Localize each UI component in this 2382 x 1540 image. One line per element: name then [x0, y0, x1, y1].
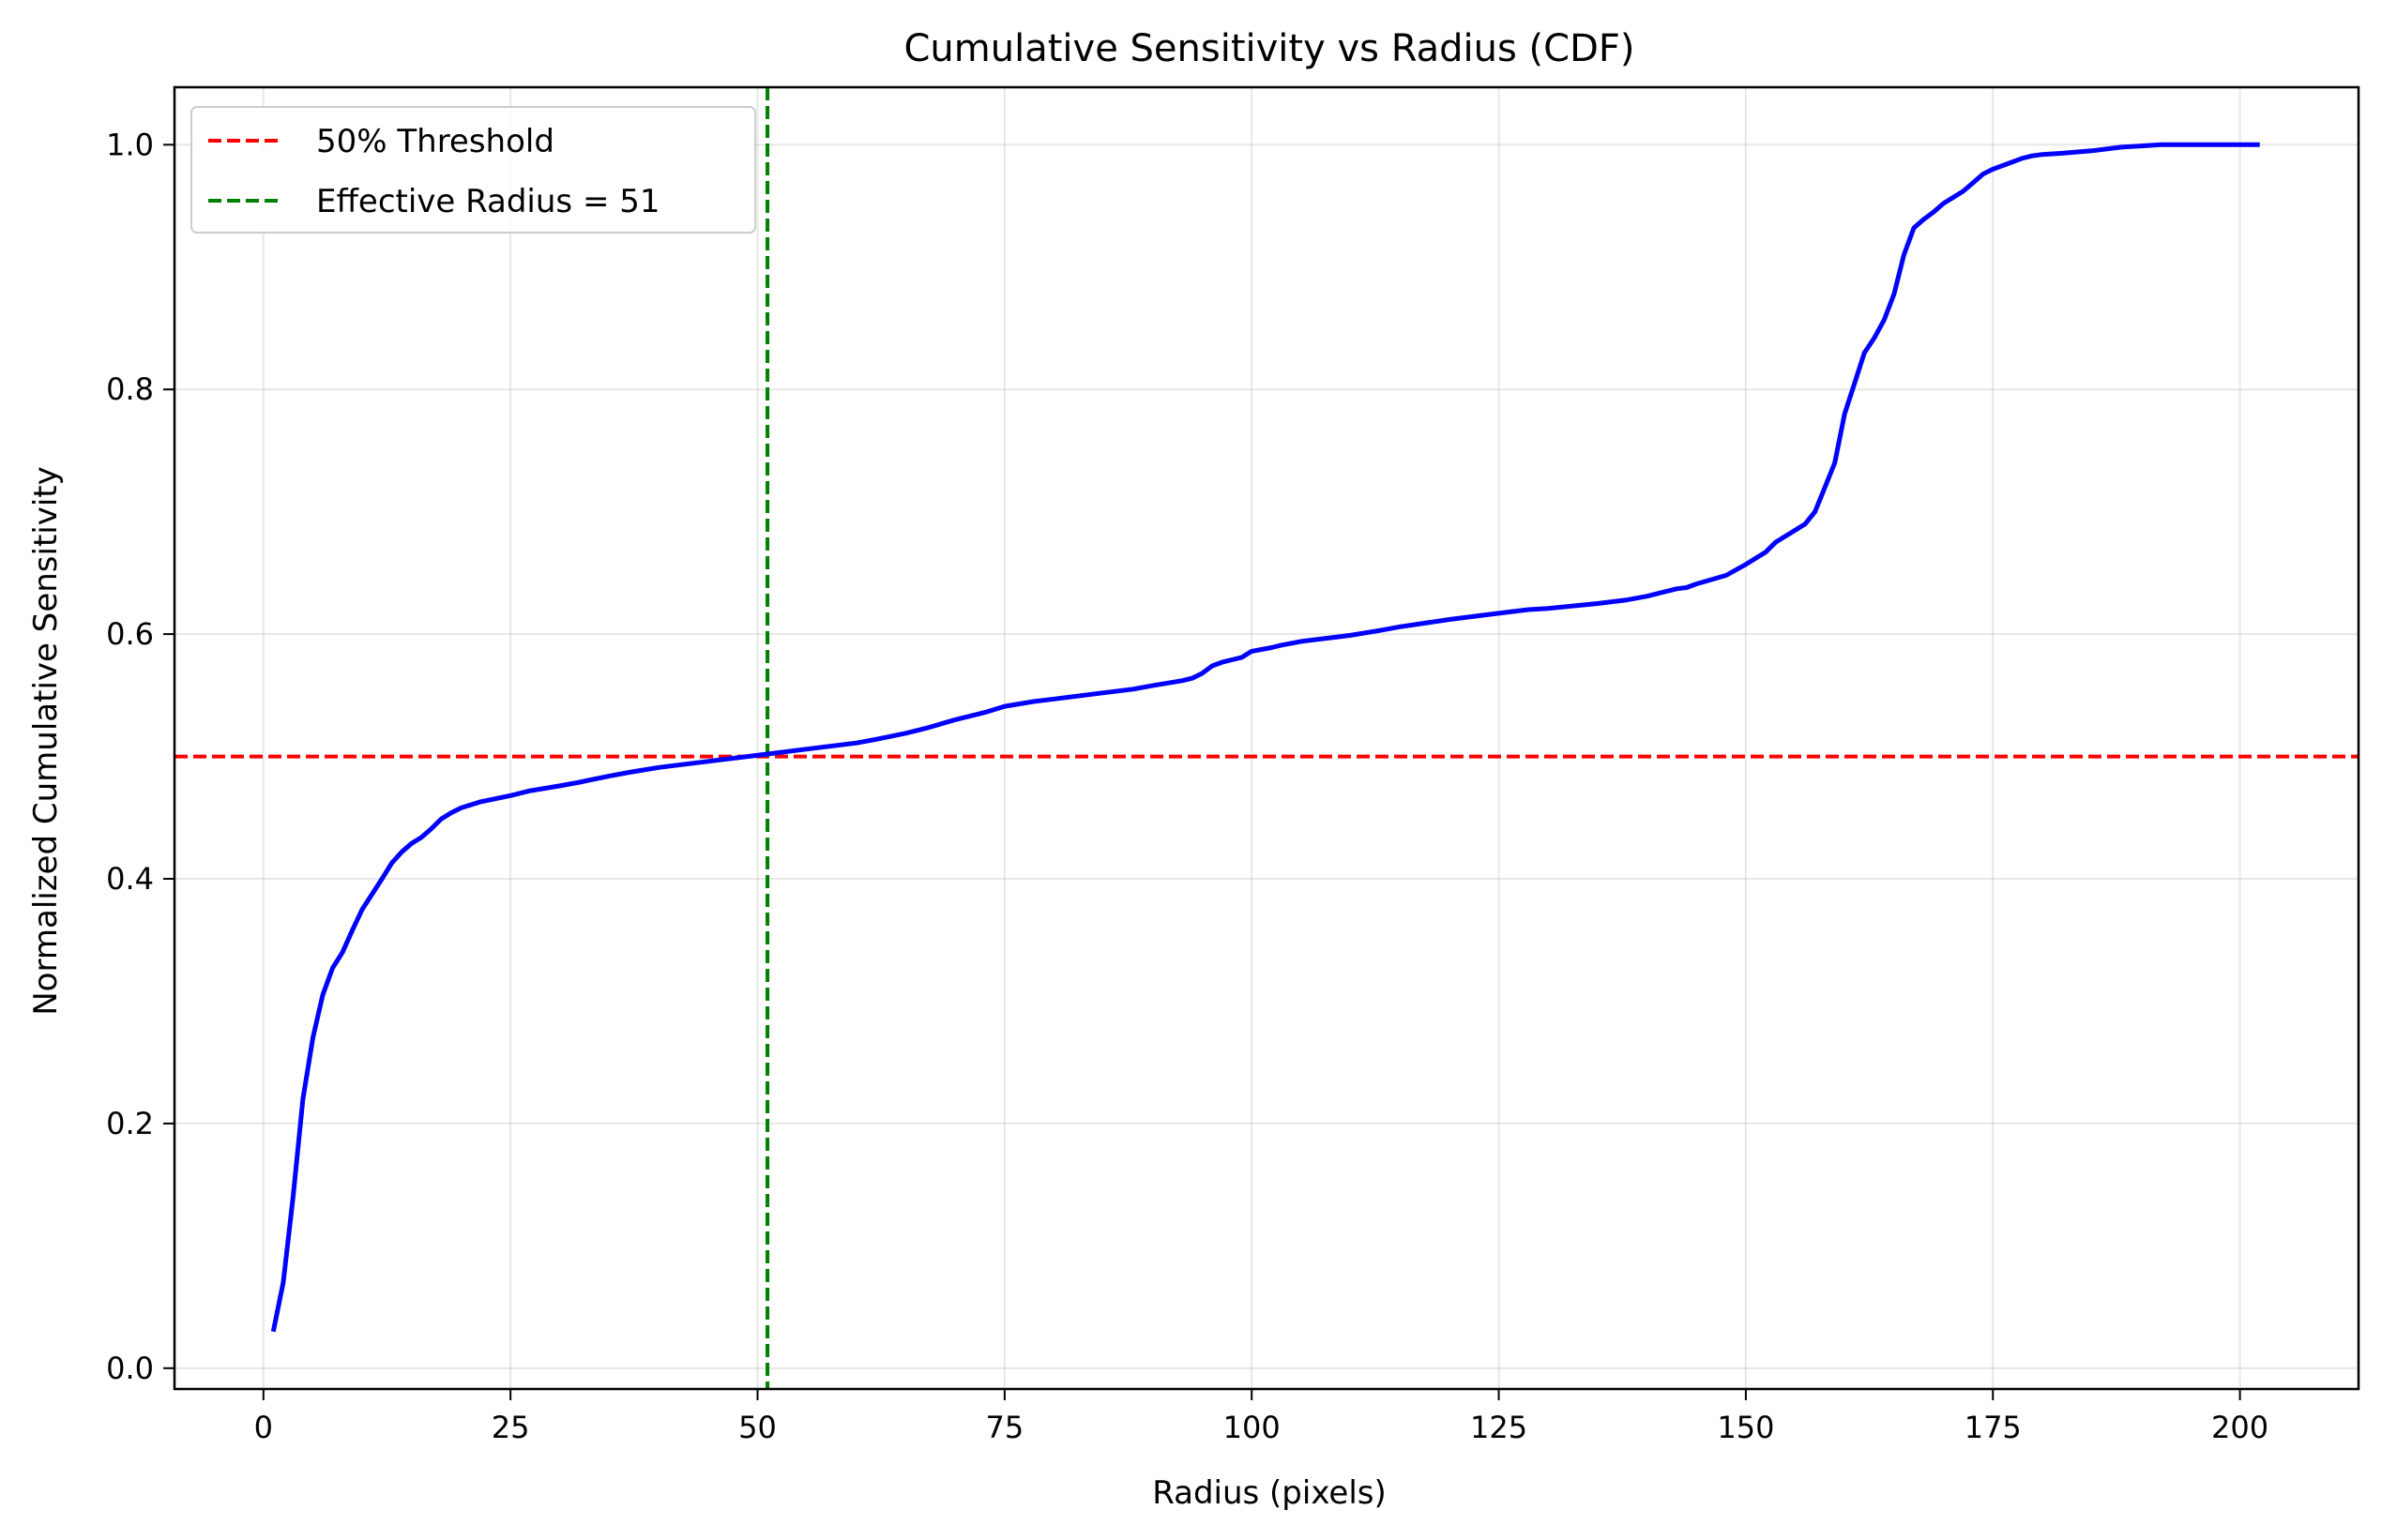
x-tick-label: 75 [985, 1410, 1024, 1445]
series-layer [270, 142, 2260, 1333]
x-tick-label: 175 [1965, 1410, 2022, 1445]
grid-layer [174, 87, 2359, 1389]
reference-lines [174, 87, 2359, 1389]
x-tick-label: 125 [1470, 1410, 1527, 1445]
y-tick-label: 1.0 [106, 127, 154, 162]
x-tick-label: 150 [1717, 1410, 1774, 1445]
x-tick-label: 200 [2211, 1410, 2268, 1445]
plot-area-frame [173, 85, 2360, 1391]
legend-label-threshold: 50% Threshold [316, 123, 554, 160]
y-axis-label: Normalized Cumulative Sensitivity [27, 466, 65, 1016]
y-tick-label: 0.8 [106, 371, 154, 407]
legend: 50% Threshold Effective Radius = 51 [190, 106, 756, 234]
x-axis-label: Radius (pixels) [1152, 1474, 1387, 1512]
y-tick-label: 0.0 [106, 1351, 154, 1386]
legend-box [190, 106, 756, 234]
y-tick-label: 0.4 [106, 861, 154, 897]
y-tick-label: 0.6 [106, 616, 154, 652]
x-tick-label: 0 [254, 1410, 273, 1445]
legend-label-effective-radius: Effective Radius = 51 [316, 183, 660, 220]
cdf-series-line [270, 142, 2260, 1333]
x-tick-label: 25 [492, 1410, 530, 1445]
x-tick-label: 50 [738, 1410, 777, 1445]
y-tick-label: 0.2 [106, 1106, 154, 1141]
chart-title: Cumulative Sensitivity vs Radius (CDF) [904, 27, 1635, 70]
x-tick-label: 100 [1223, 1410, 1281, 1445]
axis-ticks: 0 25 50 75 100 125 150 175 200 0.0 0.2 0.4 0.6 0.8 1.0 [106, 127, 2268, 1445]
